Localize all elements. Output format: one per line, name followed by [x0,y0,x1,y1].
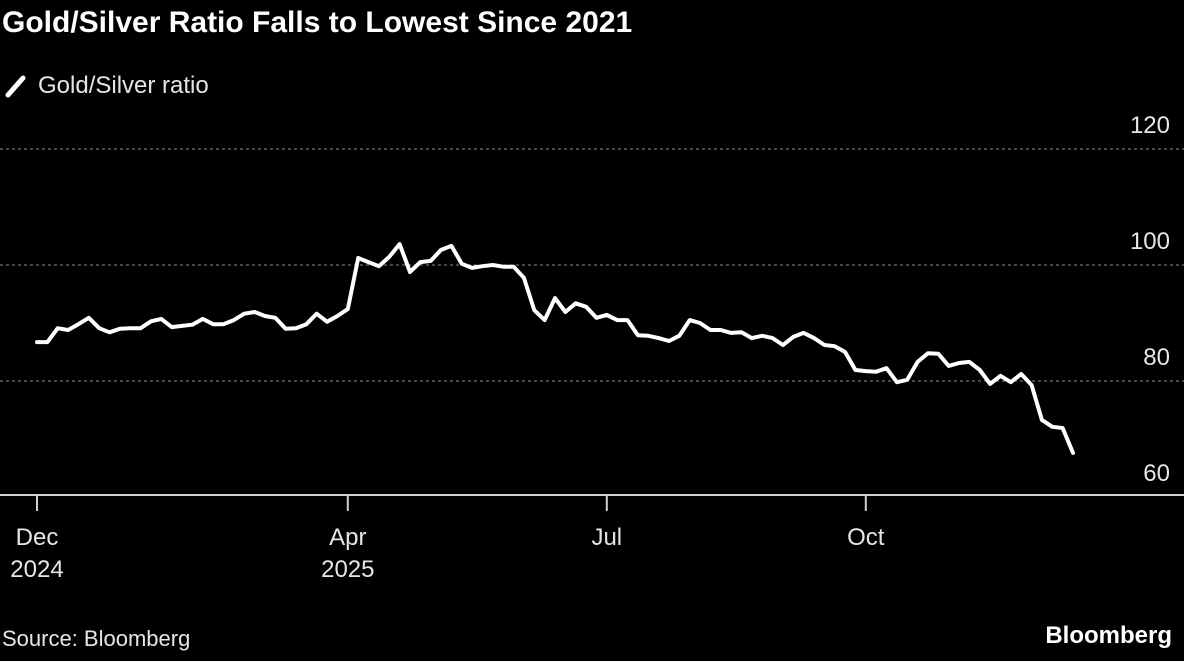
x-tick-label: Jul [591,524,622,551]
y-tick-label: 100 [1130,228,1170,255]
source: Source: Bloomberg [2,626,190,651]
chart-title: Gold/Silver Ratio Falls to Lowest Since … [2,6,632,39]
y-tick-label: 80 [1143,344,1170,371]
y-tick-label: 60 [1143,460,1170,487]
x-tick-label: Apr 2025 [321,524,374,583]
x-tick-label: Oct [847,524,885,551]
y-tick-label: 120 [1130,112,1170,139]
legend-swatch [5,75,26,98]
legend-label: Gold/Silver ratio [38,72,209,99]
x-tick-label: Dec 2024 [10,524,63,583]
line [35,242,1075,455]
logo: Bloomberg [1045,622,1172,649]
